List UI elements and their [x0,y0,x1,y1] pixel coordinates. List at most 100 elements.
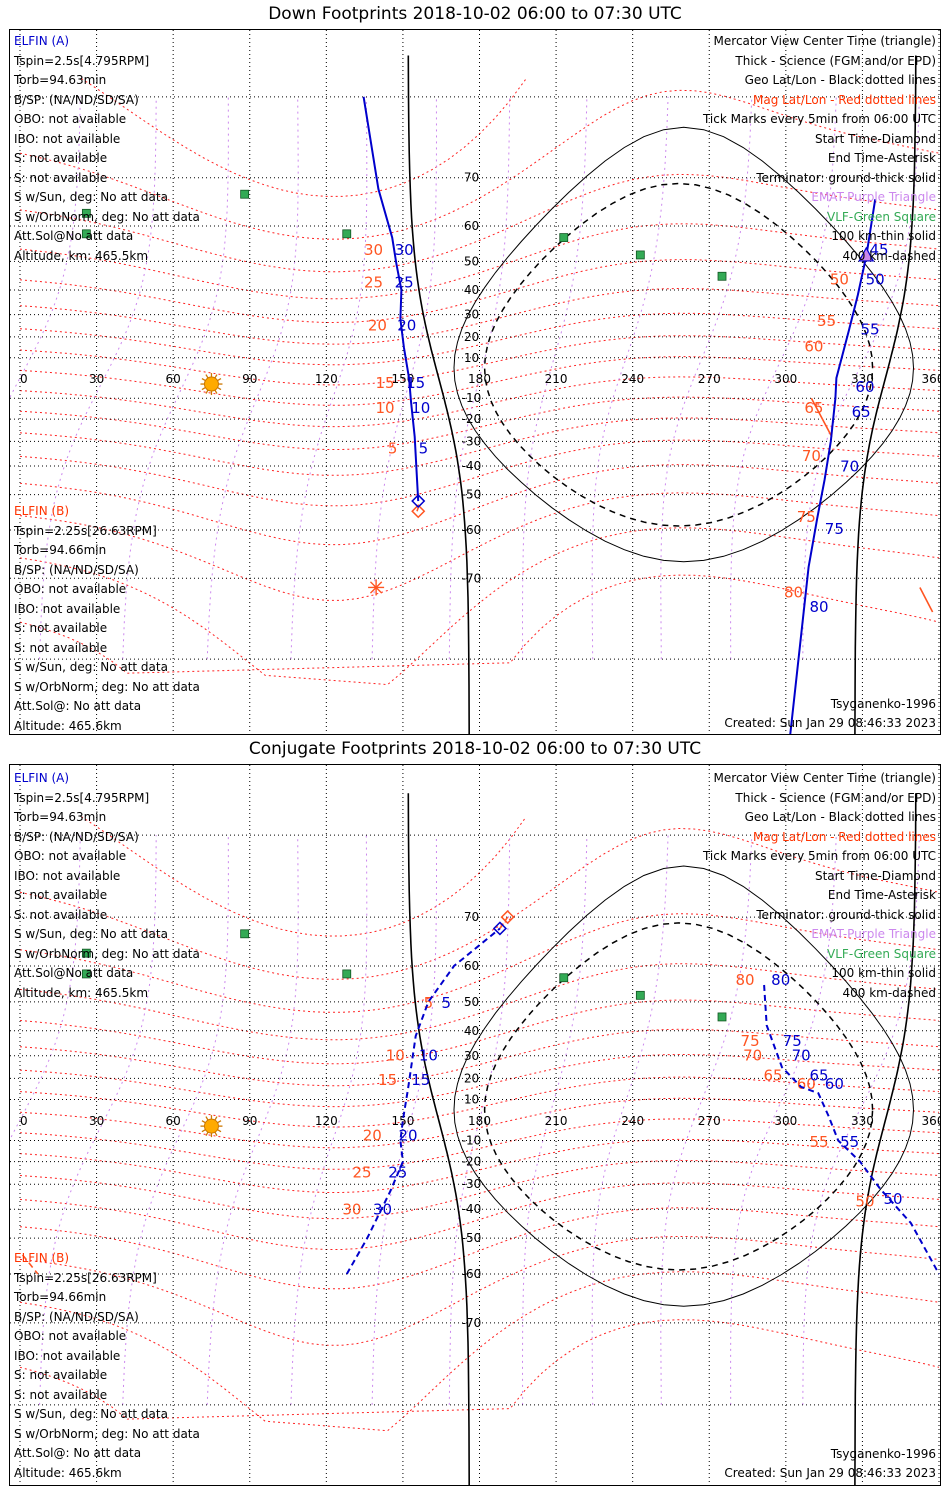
tick-time-label-b: 70 [802,447,821,465]
tick-time-label-b: 65 [804,399,823,417]
mag-lon-line [521,835,588,1405]
down-title: Down Footprints 2018-10-02 06:00 to 07:3… [268,4,682,24]
terminator-400km-line [483,182,874,527]
tick-time-label-a: 10 [411,399,430,417]
tick-time-label-b: 55 [817,312,836,330]
tick-time-label-b: 65 [764,1066,783,1084]
sc-b-line: S w/Sun, deg: No att data [14,1407,168,1421]
sc-b-line: Torb=94.66min [14,543,107,557]
lon-tick-label: 90 [242,1114,257,1128]
conj-panel: 0 30 60 90 120 150 180 210 240 270 300 330 360 70 60 50… [9,764,941,1486]
mag-lon-line [660,835,753,1405]
sc-a-line: Torb=94.63min [14,73,107,87]
tick-time-label-b: 30 [364,241,383,259]
vlf-square [240,189,250,199]
mag-lat-line [19,1235,940,1346]
vlf-square [81,229,91,239]
mag-lon-line [371,835,438,1405]
tick-time-label-b: 5 [388,439,398,457]
mag-lat-line [19,1319,940,1420]
terminator-ground-line [407,55,470,734]
legend-item: Mag Lat/Lon - Red dotted lines [752,829,936,844]
sc-b-line: S w/Sun, deg: No att data [14,660,168,674]
down-map: 0306090120150180210240270300330360706050… [10,30,940,734]
sc-a-line: S w/Sun, deg: No att data [14,927,168,941]
sc-a-line: S: not available [14,170,108,185]
conj-model: Tsyganenko-1996 [830,1447,936,1461]
vlf-square [342,969,352,979]
track-line-a [345,927,501,1275]
legend-item: 400 km-dashed [842,248,936,263]
tick-time-label-b: 55 [809,1133,828,1151]
sc-b-line: Altitude: 465.6km [14,718,122,733]
lon-tick-label: 360 [922,372,940,386]
sc-a-line: OBO: not available [14,112,127,126]
mag-lon-line [10,835,81,1141]
tick-time-label-a: 70 [792,1046,811,1064]
legend-item: Tick Marks every 5min from 06:00 UTC [702,112,936,126]
tick-time-label-b: 75 [797,508,816,526]
tick-labels: 0306090120150180210240270300330360706050… [20,171,940,586]
terminator-100km-line [453,865,914,1307]
vlf-square [81,948,91,958]
mag-lon-line [206,96,299,660]
tick-time-label-a: 55 [840,1133,859,1151]
lat-tick-label: -10 [462,391,482,405]
legend-item: VLF-Green Square [827,209,936,224]
mag-lat-line [19,1271,940,1432]
tick-time-label-a: 50 [866,271,885,289]
mag-lon-line [660,96,753,660]
sc-a-line: Att.Sol@No att data [14,229,134,243]
down-sc-a-info: ELFIN (A) Tspin=2.5s[4.795RPM] Torb=94.6… [14,32,200,266]
lat-tick-label: 40 [464,1024,479,1038]
conj-map: 0 30 60 90 120 150 180 210 240 270 300 330 360 70 60 50… [10,765,940,1485]
sc-a-line: S: not available [14,151,108,165]
lon-tick-label: 120 [315,372,338,386]
sc-a-line: Torb=94.63min [14,810,107,824]
vlf-square [342,229,352,239]
tick-time-label-a: 5 [419,439,429,457]
conj-sc-b-info: ELFIN (B) Tspin=2.25s[26.63RPM] Torb=94.… [14,1249,200,1483]
tick-time-label-a: 60 [855,378,874,396]
conj-title: Conjugate Footprints 2018-10-02 06:00 to… [248,739,702,759]
legend-item: Mag Lat/Lon - Red dotted lines [752,92,936,107]
start-diamond-marker [500,910,515,925]
tick-time-label-a: 65 [809,1066,828,1084]
terminator-100km-line [453,126,914,563]
tick-time-label-b: 80 [735,971,754,989]
track-line-b [499,916,509,929]
legend-item: Mercator View Center Time (triangle) [713,771,936,785]
legend-item: Mercator View Center Time (triangle) [713,34,936,48]
legend-item: 100 km-thin solid [831,966,936,980]
mag-lon-line [521,96,588,660]
sc-a-line: Altitude, km: 465.5km [14,985,149,1000]
lon-tick-label: 300 [774,1114,797,1128]
sun-ray [217,386,222,391]
sun-ray [201,1129,206,1133]
tick-time-label-a: 75 [825,520,844,538]
conj-created: Created: Sun Jan 29 08:46:33 2023 [724,1466,936,1480]
mag-lat-line [19,259,940,324]
lon-tick-label: 0 [20,372,28,386]
track-line-a [789,199,877,734]
lat-tick-label: 60 [464,219,479,233]
down-sc-b-info: ELFIN (B) Tspin=2.25s[26.63RPM] Torb=94.… [14,502,200,734]
lat-tick-label: -30 [462,1177,482,1191]
down-legend: Mercator View Center Time (triangle) Thi… [703,32,936,266]
track-a: 30 25 20 15 10 5 80 75 70 65 60 55 50 45 [362,96,889,734]
sc-b-line: Tspin=2.25s[26.63RPM] [14,1270,157,1285]
tick-time-label-b: 60 [797,1075,816,1093]
lon-tick-label: 150 [391,1114,414,1128]
sc-b-line: B/SP: (NA/ND/SD/SA) [14,562,139,577]
vlf-square [635,990,645,1000]
lat-tick-label: -10 [462,1134,482,1148]
lat-tick-label: -30 [462,434,482,448]
track-line-a [763,984,940,1275]
lat-tick-label: -40 [462,1202,482,1216]
lon-tick-label: 90 [242,372,257,386]
sun-disk [203,376,219,392]
lat-tick-label: 20 [464,1071,479,1085]
legend-item: Tick Marks every 5min from 06:00 UTC [702,849,936,863]
